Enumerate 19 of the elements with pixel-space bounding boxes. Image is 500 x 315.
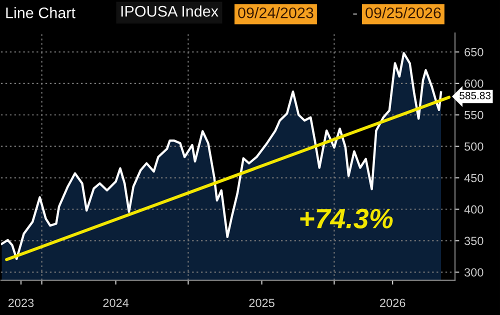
x-tick-label: 2023 (8, 298, 34, 308)
chart-title: Line Chart (6, 7, 76, 18)
x-tick-label: 2025 (249, 298, 274, 308)
chart-subtitle: IPOUSA Index (121, 5, 218, 17)
text: 09/24/2023 (238, 7, 314, 18)
y-tick-label: 300 (464, 268, 484, 277)
y-tick-label: 350 (464, 236, 484, 246)
y-tick-label: 550 (464, 110, 484, 120)
annotation: +74.3% (300, 208, 393, 228)
text: - (353, 13, 357, 15)
x-tick-label: 2024 (103, 298, 129, 308)
text: 09/25/2026 (366, 7, 441, 18)
y-tick-label: 450 (464, 174, 484, 182)
y-tick-label: 400 (464, 205, 484, 214)
y-tick-label: 500 (464, 142, 484, 151)
y-tick-label: 650 (464, 48, 484, 56)
data-label: 585.83 (460, 92, 491, 100)
x-tick-label: 2026 (380, 298, 406, 308)
y-tick-label: 600 (464, 79, 484, 88)
